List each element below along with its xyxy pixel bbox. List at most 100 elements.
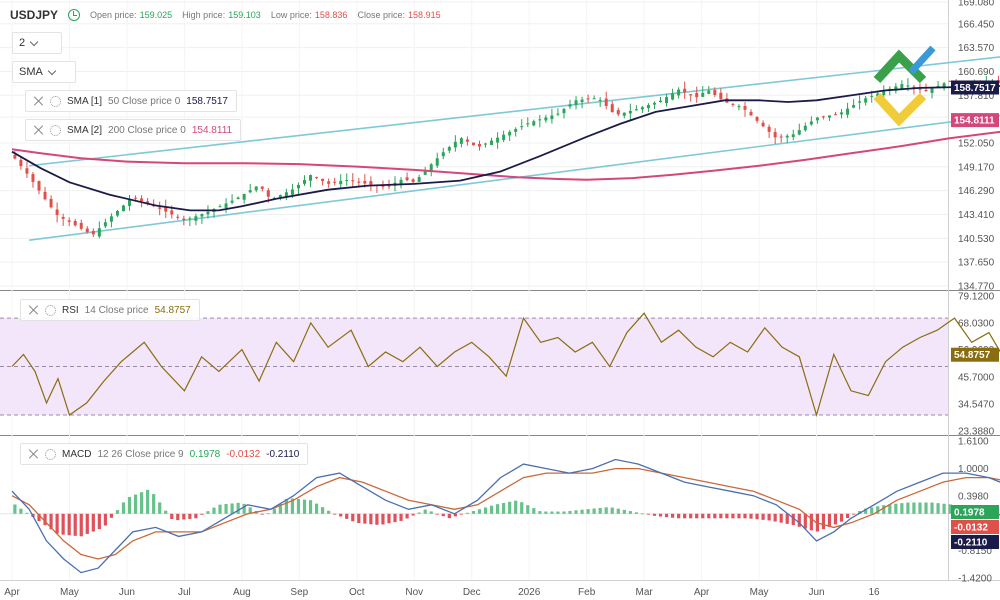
macd-histogram-bar: [556, 511, 560, 514]
candle-body: [622, 112, 626, 116]
time-tick-label: Apr: [694, 587, 710, 598]
candle-body: [942, 83, 946, 89]
macd-histogram-bar: [91, 513, 95, 532]
sma2-price-tag: 154.8111: [954, 116, 995, 127]
macd-histogram-bar: [858, 510, 862, 514]
candle-body: [128, 200, 132, 206]
close-icon[interactable]: [34, 96, 44, 106]
gear-icon[interactable]: [50, 95, 61, 107]
candle-body: [803, 125, 807, 131]
macd-tick-label: -0.8150: [958, 546, 992, 557]
logo-chevron-yellow: [873, 92, 927, 127]
candle-body: [713, 89, 717, 95]
macd-histogram-bar: [230, 503, 234, 514]
gear-icon[interactable]: [45, 304, 56, 316]
macd-histogram-bar: [85, 513, 89, 534]
indicator-value: SMA: [19, 66, 43, 78]
sma2-legend[interactable]: SMA [2] 200 Close price 0 154.8111: [25, 119, 242, 141]
symbol-label[interactable]: USDJPY: [10, 8, 59, 22]
candle-body: [598, 99, 602, 101]
macd-histogram-bar: [37, 513, 41, 522]
candle-body: [73, 221, 77, 226]
candle-body: [610, 104, 614, 113]
candle-body: [67, 220, 71, 222]
macd-histogram-bar: [683, 513, 687, 519]
clock-icon[interactable]: [68, 9, 81, 21]
macd-histogram-bar: [188, 513, 192, 519]
macd-tick-label: 1.0000: [958, 464, 989, 475]
macd-histogram-bar: [894, 503, 898, 514]
macd-histogram-bar: [49, 513, 53, 530]
rsi-value: 54.8757: [154, 304, 191, 316]
sma2-price-tag-bg: [951, 113, 999, 128]
macd-params: 12 26 Close price 9: [97, 448, 184, 460]
macd-histogram-bar: [139, 492, 144, 514]
candle-body: [278, 195, 282, 198]
macd-histogram-bar: [622, 509, 626, 514]
candle-body: [665, 97, 669, 104]
macd-legend[interactable]: MACD 12 26 Close price 9 0.1978 -0.0132 …: [20, 443, 309, 465]
candle-body: [164, 206, 168, 212]
macd-histogram-bar: [544, 511, 548, 514]
macd-value-tag-bg: [951, 535, 999, 549]
candle-body: [260, 186, 264, 189]
price-tick-label: 143.410: [958, 210, 995, 221]
macd-histogram-bar: [797, 513, 801, 527]
candle-body: [773, 132, 777, 138]
candle-body: [411, 179, 415, 182]
macd-histogram-bar: [592, 508, 596, 514]
high-value: 159.103: [228, 10, 261, 20]
candle-body: [894, 86, 898, 91]
macd-histogram-bar: [321, 507, 325, 514]
macd-histogram-bar: [725, 513, 729, 519]
price-tick-label: 157.810: [958, 91, 995, 102]
candle-body: [616, 110, 620, 115]
gear-icon[interactable]: [45, 448, 56, 460]
candle-body: [791, 134, 795, 138]
price-tick-label: 169.080: [958, 0, 995, 9]
macd-histogram-bar: [701, 513, 705, 519]
macd-histogram-bar: [471, 511, 476, 514]
sma1-legend[interactable]: SMA [1] 50 Close price 0 158.7517: [25, 90, 237, 112]
price-tick-label: 152.050: [958, 138, 995, 149]
interval-select[interactable]: 2: [12, 32, 62, 54]
candle-body: [924, 89, 928, 92]
gear-icon[interactable]: [50, 124, 61, 136]
macd-histogram-bar: [121, 502, 126, 514]
macd-value-1: 0.1978: [189, 448, 221, 460]
macd-histogram-bar: [363, 513, 367, 524]
macd-histogram-bar: [483, 507, 488, 514]
macd-histogram-bar: [677, 513, 681, 519]
chevron-down-icon: [29, 37, 39, 46]
macd-histogram-bar: [538, 511, 542, 514]
candle-body: [453, 141, 457, 148]
time-tick-label: Aug: [233, 587, 251, 598]
time-tick-label: May: [750, 587, 769, 598]
macd-value-2: -0.0132: [226, 448, 261, 460]
rsi-line: [11, 312, 1000, 418]
rsi-legend[interactable]: RSI 14 Close price 54.8757: [20, 299, 200, 321]
candle-body: [550, 115, 554, 120]
candle-body: [441, 152, 445, 157]
close-icon[interactable]: [29, 449, 39, 459]
time-tick-label: May: [60, 587, 79, 598]
macd-histogram-bar: [73, 513, 77, 536]
close-icon[interactable]: [29, 305, 39, 315]
candle-body: [646, 104, 650, 109]
macd-histogram-bar: [580, 509, 584, 514]
candle-body: [465, 139, 469, 142]
indicator-select[interactable]: SMA: [12, 61, 76, 83]
macd-histogram-bar: [574, 510, 578, 514]
macd-line: [11, 458, 1000, 574]
price-tick-label: 149.170: [958, 162, 995, 173]
macd-histogram-bar: [888, 504, 892, 514]
close-icon[interactable]: [34, 125, 44, 135]
rsi-band: [0, 318, 948, 415]
macd-histogram-bar: [520, 502, 524, 514]
candle-body: [188, 218, 192, 220]
channel-upper-line: [29, 56, 1000, 167]
sma2-value: 154.8111: [191, 124, 233, 136]
macd-histogram-bar: [333, 513, 337, 515]
candle-body: [333, 181, 337, 183]
macd-histogram-bar: [242, 503, 246, 514]
